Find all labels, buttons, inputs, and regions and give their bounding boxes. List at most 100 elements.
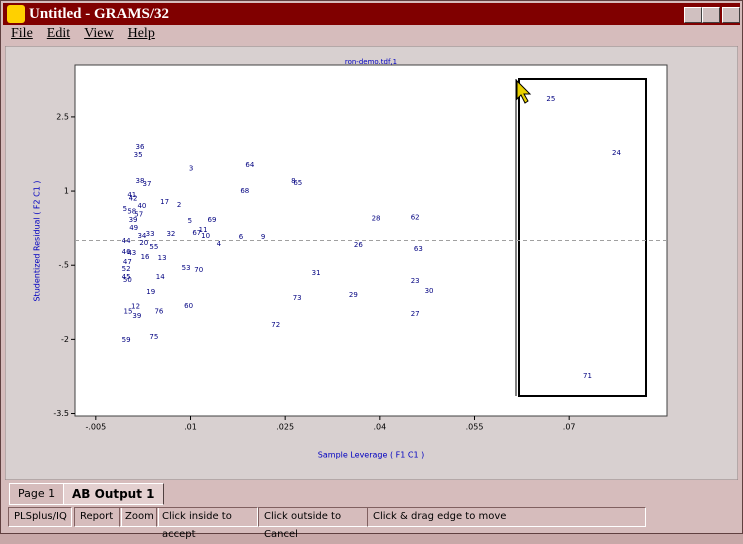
x-tick-label: -.005 xyxy=(85,423,106,432)
point-label: 53 xyxy=(182,264,191,272)
status-cell: Click & drag edge to move xyxy=(367,507,646,527)
point-label: 72 xyxy=(271,321,280,329)
point-label: 39 xyxy=(129,216,138,224)
point-label: 40 xyxy=(137,202,146,210)
point-label: 23 xyxy=(411,277,420,285)
point-label: 76 xyxy=(154,308,163,316)
point-label: 13 xyxy=(158,254,167,262)
status-cell[interactable]: Zoom xyxy=(119,507,159,527)
status-cell[interactable]: Report xyxy=(74,507,122,527)
point-label: 24 xyxy=(612,149,621,157)
point-label: 69 xyxy=(207,216,216,224)
x-tick-label: .025 xyxy=(276,423,294,432)
point-label: 67 xyxy=(192,229,201,237)
title-bar: Untitled - GRAMS/32 xyxy=(3,3,740,25)
point-label: 43 xyxy=(127,249,136,257)
chart-title: ron-demo.tdf,1 xyxy=(345,58,397,66)
minimize-button[interactable] xyxy=(684,7,702,23)
point-label: 68 xyxy=(240,187,249,195)
status-cell: Click outside to Cancel xyxy=(258,507,368,540)
x-tick-label: .07 xyxy=(563,423,576,432)
x-tick-label: .04 xyxy=(373,423,386,432)
point-label: 59 xyxy=(122,336,131,344)
point-label: 32 xyxy=(166,230,175,238)
point-label: 6 xyxy=(239,233,244,241)
point-label: 8 xyxy=(291,177,295,185)
point-label: 29 xyxy=(349,291,358,299)
point-label: 46 xyxy=(122,248,131,256)
point-label: 19 xyxy=(146,288,155,296)
menu-item[interactable]: Edit xyxy=(46,26,71,41)
x-axis-label: Sample Leverage ( F1 C1 ) xyxy=(318,451,424,460)
selection-box[interactable] xyxy=(518,78,647,397)
maximize-button[interactable] xyxy=(702,7,720,23)
point-label: 70 xyxy=(194,266,203,274)
point-label: 55 xyxy=(149,243,158,251)
point-label: 65 xyxy=(293,179,302,187)
point-label: 75 xyxy=(149,333,158,341)
point-label: 33 xyxy=(146,230,155,238)
point-label: 41 xyxy=(127,191,136,199)
window-title: Untitled - GRAMS/32 xyxy=(29,6,169,22)
point-label: 3 xyxy=(189,164,193,172)
point-label: 12 xyxy=(131,303,140,311)
point-label: 49 xyxy=(129,224,138,232)
point-label: 9 xyxy=(261,233,265,241)
y-tick-label: -2 xyxy=(61,335,69,344)
status-cell: Click inside to accept xyxy=(156,507,258,540)
point-label: 4 xyxy=(217,240,222,248)
point-label: 14 xyxy=(156,273,165,281)
point-label: 15 xyxy=(124,308,133,316)
menu-item[interactable]: View xyxy=(84,26,114,41)
chart: ron-demo.tdf,1 Sample Leverage ( F1 C1 )… xyxy=(5,46,738,480)
point-label: 36 xyxy=(136,143,145,151)
point-label: 25 xyxy=(546,95,555,103)
y-tick-label: -3.5 xyxy=(53,409,69,418)
close-button[interactable] xyxy=(722,7,740,23)
point-label: 26 xyxy=(354,241,363,249)
point-label: 11 xyxy=(199,226,208,234)
point-label: 73 xyxy=(293,294,302,302)
point-label: 64 xyxy=(245,161,254,169)
point-label: 16 xyxy=(141,253,150,261)
point-label: 62 xyxy=(411,213,420,221)
tab[interactable]: Page 1 xyxy=(9,483,65,505)
point-label: 58 xyxy=(127,207,136,215)
point-label: 20 xyxy=(139,239,148,247)
tab-active[interactable]: AB Output 1 xyxy=(63,483,164,505)
point-label: 5 xyxy=(123,205,127,213)
point-label: 27 xyxy=(411,310,420,318)
point-label: 30 xyxy=(425,287,434,295)
cursor xyxy=(516,79,532,104)
point-label: 38 xyxy=(136,177,145,185)
point-label: 37 xyxy=(142,180,151,188)
menu-item[interactable]: Help xyxy=(127,26,155,41)
point-label: 47 xyxy=(123,258,132,266)
point-label: 71 xyxy=(583,372,592,380)
menu-item[interactable]: File xyxy=(11,26,33,41)
point-label: 60 xyxy=(184,302,193,310)
point-label: 45 xyxy=(122,273,131,281)
point-label: 39 xyxy=(132,312,141,320)
point-label: 35 xyxy=(134,151,143,159)
y-tick-label: 1 xyxy=(64,187,69,196)
y-tick-label: -.5 xyxy=(58,261,69,270)
status-cell[interactable]: PLSplus/IQ xyxy=(8,507,72,527)
menu-bar: File Edit View Help xyxy=(3,26,161,44)
point-label: 28 xyxy=(372,214,381,222)
y-tick-label: 2.5 xyxy=(56,112,69,121)
point-label: 52 xyxy=(122,265,131,273)
tab-bar: Page 1 AB Output 1 xyxy=(1,481,742,505)
point-label: 63 xyxy=(414,245,423,253)
point-label: 5 xyxy=(188,217,192,225)
point-label: 34 xyxy=(137,232,146,240)
point-label: 10 xyxy=(201,232,210,240)
x-tick-label: .01 xyxy=(184,423,197,432)
app-icon xyxy=(7,5,25,23)
point-label: 44 xyxy=(122,237,131,245)
y-axis-label: Studentized Residual ( F2 C1 ) xyxy=(33,180,42,301)
point-label: 57 xyxy=(134,210,143,218)
point-label: 31 xyxy=(312,269,321,277)
point-label: 2 xyxy=(177,201,181,209)
